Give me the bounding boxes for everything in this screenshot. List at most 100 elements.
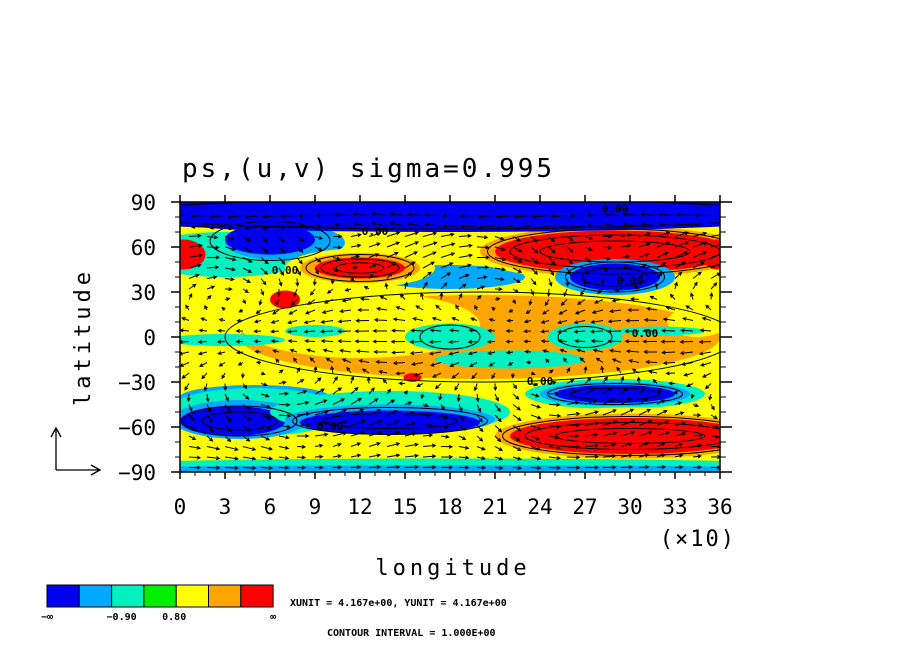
wind-arrow [224,257,237,262]
wind-arrow [314,454,324,459]
wind-arrow [567,433,580,439]
wind-arrow [674,281,678,290]
wind-arrow [638,442,650,447]
wind-arrow [279,225,298,230]
wind-arrow [548,246,556,254]
wind-arrow [494,465,504,470]
wind-arrow [528,299,533,306]
wind-arrow [558,309,568,315]
wind-arrow [253,339,262,344]
wind-arrow [674,251,689,258]
wind-arrow [540,329,550,334]
legend-swatch [111,584,145,608]
wind-arrow [620,243,632,248]
wind-arrow [197,339,208,344]
wind-arrow [379,295,388,300]
wind-arrow [310,288,316,296]
wind-arrow [260,278,267,286]
wind-arrow [395,306,406,311]
wind-arrow [260,435,271,441]
wind-arrow [614,287,622,292]
wind-arrow [278,413,292,418]
wind-arrow [332,245,343,250]
wind-arrow [458,273,470,279]
wind-arrow [523,329,532,334]
wind-arrow [242,393,250,400]
wind-arrow [224,277,235,282]
wind-arrow [512,446,522,451]
wind-arrow [692,251,707,258]
wind-arrow [668,381,676,386]
wind-arrow [434,383,442,390]
wind-arrow [600,278,605,285]
wind-arrow [494,393,499,402]
wind-arrow [180,339,190,345]
wind-arrow [548,380,557,385]
field-region [615,326,705,336]
wind-arrow [692,261,705,269]
wind-arrow [548,413,562,418]
wind-arrow [184,383,190,391]
wind-arrow [589,329,604,334]
wind-arrow [710,282,718,290]
wind-arrow [505,328,514,334]
wind-arrow [398,381,406,386]
wind-arrow [188,465,202,470]
wind-arrow [242,404,252,411]
wind-arrow [584,246,593,251]
wind-arrow [467,351,478,356]
wind-arrow [631,368,640,374]
wind-arrow [304,338,316,344]
wind-arrow [512,236,521,242]
wind-arrow [440,252,456,258]
wind-arrow [611,358,622,363]
wind-arrow [221,372,226,380]
wind-arrow [422,413,432,418]
wind-arrow [628,359,640,364]
wind-arrow [592,348,604,353]
wind-arrow [476,446,486,451]
contour-line [320,258,400,278]
wind-arrow [332,454,343,459]
wind-arrow [656,251,669,258]
wind-arrow [440,444,454,449]
wind-arrow [217,328,226,333]
wind-arrow [665,371,676,376]
wind-arrow [674,241,690,248]
wind-arrow [224,414,232,423]
legend-label: −∞ [41,612,53,623]
reference-vector [50,426,102,476]
wind-arrow [548,236,556,243]
wind-arrow [368,453,382,458]
wind-arrow [565,278,570,287]
wind-arrow [224,465,239,470]
wind-arrow [260,456,274,461]
legend-label: 0.80 [162,612,186,623]
wind-arrow [674,421,687,426]
wind-arrow [440,272,452,279]
wind-arrow [320,319,334,324]
contour-line [335,262,385,274]
wind-arrow [188,455,202,460]
wind-arrow [636,376,641,384]
wind-arrow [321,309,334,314]
wind-arrow [312,278,317,287]
wind-arrow [566,246,574,253]
legend-label: ∞ [270,612,276,623]
wind-arrow [188,253,203,258]
wind-arrow [692,413,702,418]
wind-arrow [428,351,442,356]
wind-arrow [354,329,370,334]
wind-arrow [355,318,370,323]
wind-arrow [350,277,355,281]
wind-arrow [314,257,322,263]
wind-arrow [386,399,396,405]
wind-arrow [451,372,460,379]
wind-arrow [476,465,487,470]
wind-arrow [368,387,375,395]
wind-arrow [253,319,262,324]
wind-arrow [602,454,617,459]
wind-arrow [674,432,687,437]
wind-arrow [368,232,382,237]
wind-arrow [638,264,648,269]
